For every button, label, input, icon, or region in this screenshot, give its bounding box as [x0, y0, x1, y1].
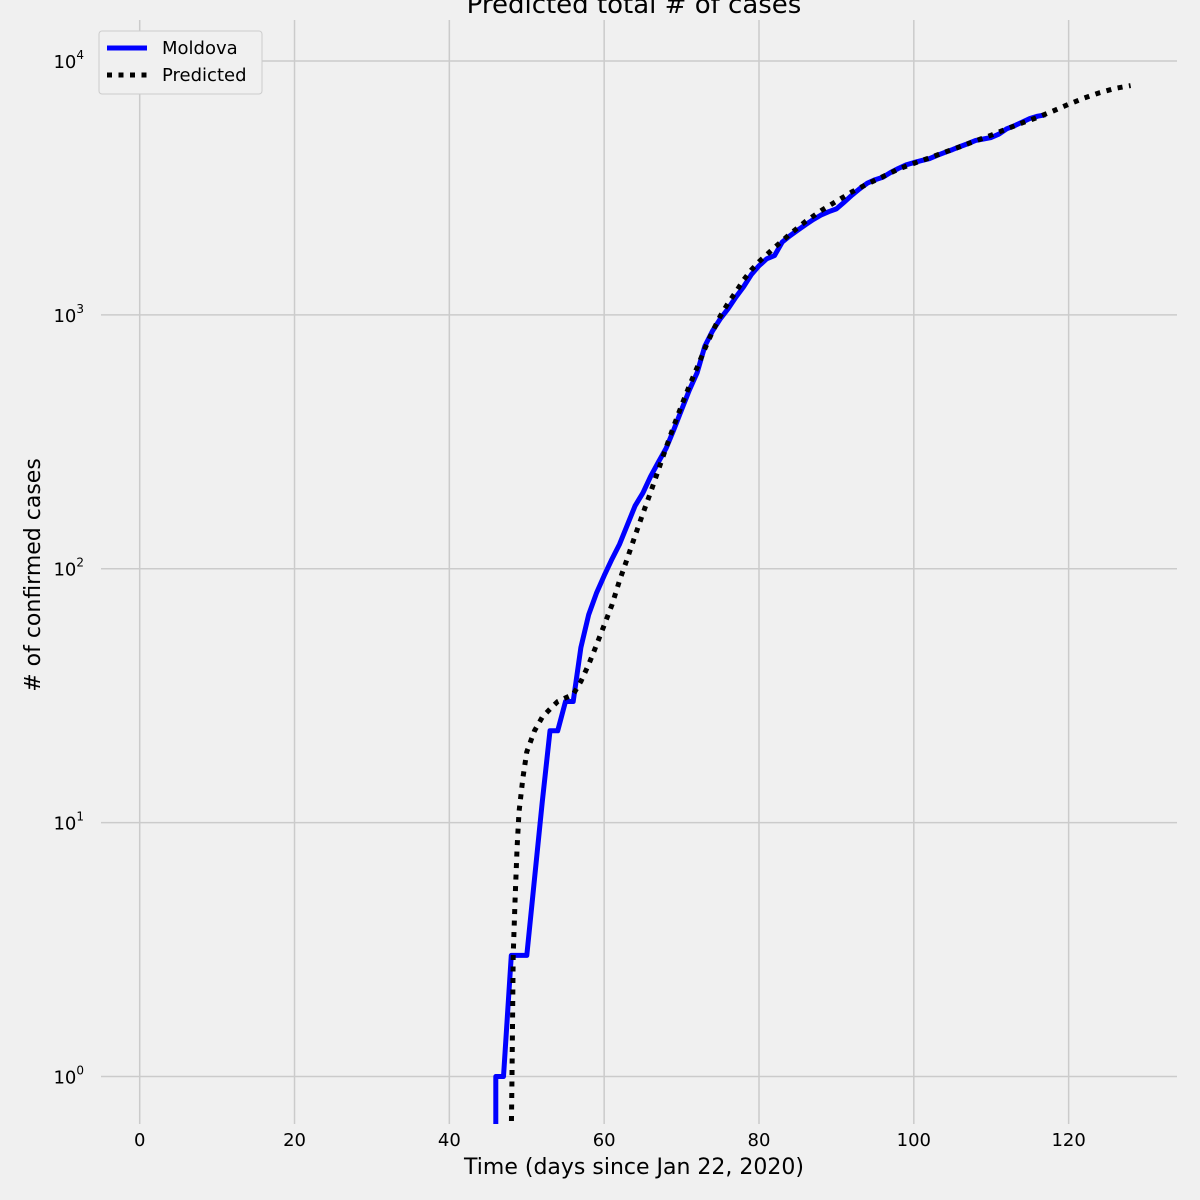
- grid: [101, 20, 1177, 1124]
- series-layer: [493, 83, 1132, 1124]
- x-tick-label: 0: [134, 1130, 145, 1151]
- x-tick-label: 100: [897, 1130, 931, 1151]
- legend-label: Moldova: [162, 38, 238, 59]
- y-tick-label: 101: [53, 810, 84, 835]
- y-tick-label: 102: [53, 556, 84, 581]
- chart-title: Predicted total # of cases: [467, 0, 802, 20]
- x-axis-label: Time (days since Jan 22, 2020): [463, 1155, 804, 1180]
- x-tick-label: 60: [593, 1130, 616, 1151]
- y-tick-label: 103: [53, 302, 84, 327]
- series-line-moldova: [493, 112, 1046, 1124]
- legend: Moldova Predicted: [98, 30, 263, 95]
- legend-label: Predicted: [162, 65, 247, 86]
- x-tick-label: 120: [1051, 1130, 1085, 1151]
- series-line-predicted: [508, 83, 1132, 1124]
- y-tick-label: 100: [53, 1064, 84, 1089]
- x-tick-label: 20: [283, 1130, 306, 1151]
- y-axis-ticks: 100 101 102 103 104: [53, 48, 84, 1089]
- y-tick-label: 104: [53, 48, 84, 73]
- x-axis-ticks: 0 20 40 60 80 100 120: [134, 1130, 1086, 1151]
- x-tick-label: 80: [748, 1130, 771, 1151]
- y-axis-label: # of confirmed cases: [21, 458, 46, 692]
- x-tick-label: 40: [438, 1130, 461, 1151]
